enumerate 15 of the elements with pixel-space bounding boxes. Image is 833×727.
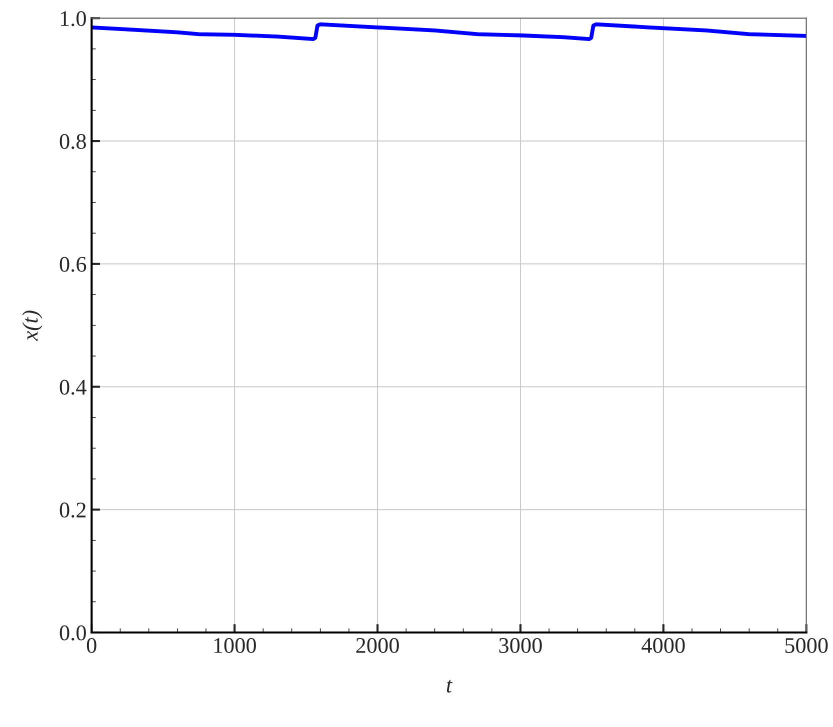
x-tick-label: 4000 [642, 638, 685, 653]
y-tick-label: 0.8 [60, 134, 86, 150]
y-tick-label: 0.4 [60, 380, 86, 395]
x-tick-label: 5000 [785, 638, 828, 653]
y-tick-label: 0.6 [60, 256, 86, 272]
y-axis-title: x(t) [22, 310, 42, 342]
line-series [92, 22, 806, 42]
y-tick-label: 1.0 [60, 11, 86, 26]
x-axis-title: t [446, 680, 453, 693]
x-tick-label: 1000 [214, 638, 256, 653]
x-tick-label: 0 [86, 638, 96, 653]
y-tick-label: 0.2 [60, 502, 86, 518]
x-tick-label: 2000 [356, 638, 399, 653]
y-tick-label: 0.0 [60, 625, 86, 641]
x-tick-label: 3000 [499, 638, 542, 653]
